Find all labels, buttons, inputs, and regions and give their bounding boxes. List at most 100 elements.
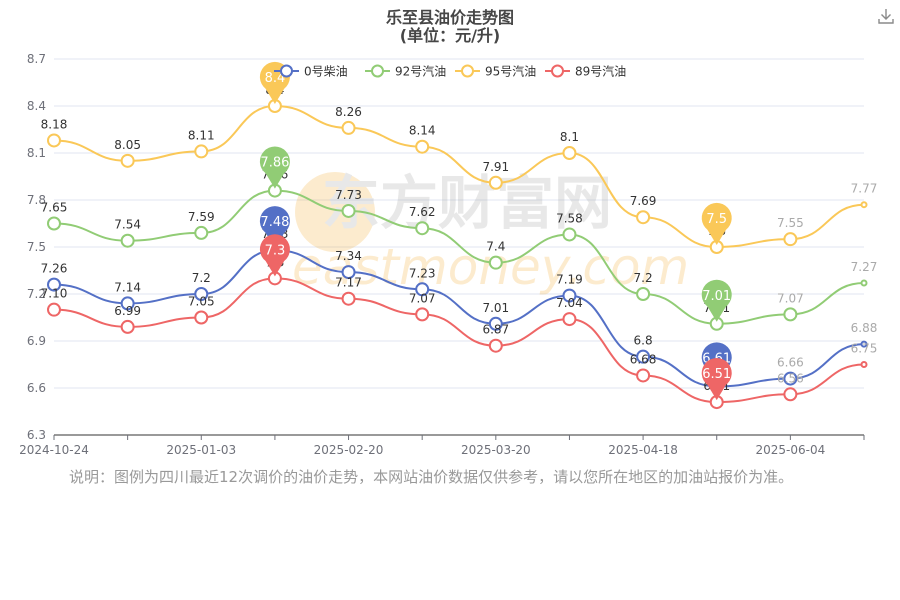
data-label: 7.26: [41, 262, 68, 276]
x-tick-label: 2025-02-20: [314, 443, 384, 457]
max-marker-pin: [259, 206, 290, 249]
data-point[interactable]: [783, 307, 798, 322]
data-point[interactable]: [636, 210, 651, 225]
data-label: 8.26: [335, 105, 362, 119]
chart-subtitle: (单位：元/升): [399, 26, 501, 45]
y-tick-label: 6.3: [27, 428, 46, 442]
data-label: 8.18: [41, 117, 68, 131]
data-label: 6.66: [777, 356, 804, 370]
legend-symbol[interactable]: [461, 64, 474, 78]
data-point[interactable]: [341, 291, 356, 306]
series-layer: [47, 99, 868, 410]
x-tick-label: 2024-10-24: [19, 443, 89, 457]
marker-pin-label: 7.3: [265, 243, 286, 258]
data-point[interactable]: [47, 277, 61, 292]
data-point[interactable]: [120, 319, 135, 334]
marker-pin-label: 7.86: [260, 156, 289, 171]
legend-item[interactable]: 89号汽油: [575, 64, 626, 79]
data-point[interactable]: [488, 316, 503, 331]
legend-item[interactable]: 0号柴油: [304, 65, 348, 79]
data-point[interactable]: [194, 287, 209, 301]
data-point[interactable]: [341, 265, 356, 280]
download-icon[interactable]: [876, 6, 896, 26]
data-label: 7.2: [634, 271, 653, 285]
data-point[interactable]: [783, 371, 798, 386]
data-label: 6.68: [630, 352, 657, 366]
data-point[interactable]: [860, 201, 868, 209]
data-point[interactable]: [194, 310, 209, 325]
data-point[interactable]: [47, 133, 61, 148]
legend-symbol[interactable]: [371, 64, 384, 78]
data-point[interactable]: [636, 368, 651, 383]
legend-symbol[interactable]: [551, 64, 564, 78]
legend-symbol[interactable]: [280, 64, 293, 78]
marker-pins: 7.486.617.867.018.47.57.36.51: [259, 61, 732, 401]
data-point[interactable]: [488, 175, 503, 190]
data-point[interactable]: [194, 144, 209, 159]
data-label: 6.88: [851, 321, 878, 335]
data-label: 7.69: [630, 194, 657, 208]
data-point[interactable]: [47, 216, 61, 231]
y-tick-label: 6.6: [27, 381, 46, 395]
data-label: 6.56: [777, 371, 804, 385]
data-point[interactable]: [194, 225, 209, 240]
x-tick-label: 2025-06-04: [755, 443, 825, 457]
data-point[interactable]: [860, 279, 868, 287]
data-label: 7.23: [409, 266, 436, 280]
data-point[interactable]: [415, 307, 430, 322]
data-label: 7.2: [192, 271, 211, 285]
data-label: 7.07: [777, 291, 804, 305]
data-label: 8.1: [560, 130, 579, 144]
data-label: 7.73: [335, 188, 362, 202]
data-label: 7.77: [851, 182, 878, 196]
data-point[interactable]: [783, 387, 798, 402]
data-label: 7.07: [409, 291, 436, 305]
data-point[interactable]: [415, 221, 430, 236]
data-point[interactable]: [783, 232, 798, 247]
max-marker-pin: [259, 234, 290, 277]
data-point[interactable]: [120, 296, 135, 311]
data-point[interactable]: [415, 282, 430, 297]
data-label: 7.34: [335, 249, 362, 263]
data-point[interactable]: [860, 361, 868, 368]
legend-item[interactable]: 92号汽油: [395, 64, 446, 79]
data-label: 6.8: [634, 334, 653, 348]
data-point[interactable]: [47, 302, 61, 317]
data-label: 6.75: [851, 342, 878, 356]
data-point[interactable]: [636, 349, 651, 364]
data-point[interactable]: [120, 153, 135, 168]
y-tick-label: 7.5: [27, 240, 46, 254]
data-point[interactable]: [860, 340, 868, 348]
y-tick-label: 8.4: [27, 99, 46, 113]
data-point[interactable]: [562, 312, 577, 327]
data-point[interactable]: [488, 338, 503, 353]
watermark-cn: 东方财富网: [322, 169, 612, 237]
data-label: 7.91: [482, 160, 509, 174]
data-point[interactable]: [562, 288, 577, 303]
marker-pin-label: 7.48: [260, 215, 289, 230]
x-tick-label: 2025-04-18: [608, 443, 678, 457]
min-marker-pin: [701, 202, 732, 245]
data-label: 7.04: [556, 296, 583, 310]
marker-pin-label: 7.01: [702, 289, 731, 304]
data-point[interactable]: [636, 287, 651, 301]
legend-item[interactable]: 95号汽油: [485, 64, 536, 79]
y-tick-label: 8.1: [27, 146, 46, 160]
data-point[interactable]: [415, 139, 430, 154]
data-label: 7.62: [409, 205, 436, 219]
data-point[interactable]: [488, 255, 503, 270]
y-tick-label: 8.7: [27, 52, 46, 66]
data-label: 7.27: [851, 260, 878, 274]
data-label: 7.19: [556, 273, 583, 287]
data-label: 7.54: [114, 218, 141, 232]
data-label: 7.65: [41, 201, 68, 215]
data-point[interactable]: [562, 146, 577, 160]
data-point[interactable]: [120, 233, 135, 248]
data-point[interactable]: [341, 120, 356, 135]
data-point[interactable]: [562, 227, 577, 242]
marker-pin-label: 7.5: [706, 212, 727, 227]
y-tick-label: 6.9: [27, 334, 46, 348]
x-tick-label: 2025-01-03: [166, 443, 236, 457]
data-point[interactable]: [341, 203, 356, 218]
